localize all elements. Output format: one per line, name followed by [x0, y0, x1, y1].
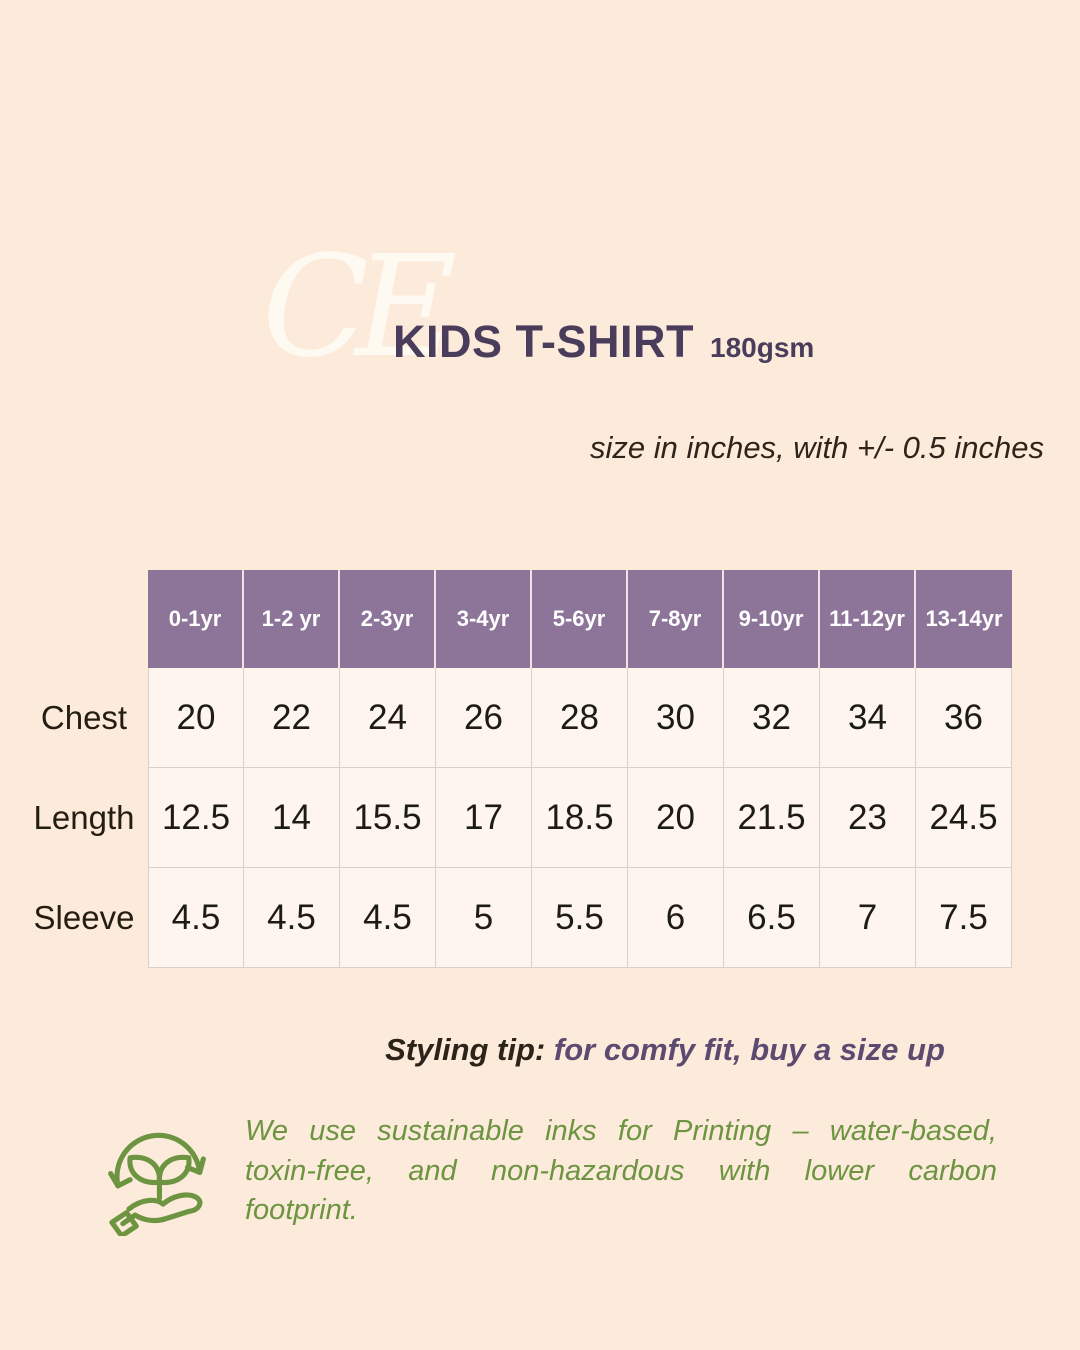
- sleeve-value: 7: [820, 868, 916, 968]
- product-title: KIDS T-SHIRT: [393, 316, 695, 367]
- age-column-header: 1-2 yr: [244, 570, 340, 668]
- age-column-header: 13-14yr: [916, 570, 1012, 668]
- length-value: 23: [820, 768, 916, 868]
- age-column-header: 2-3yr: [340, 570, 436, 668]
- size-unit-note: size in inches, with +/- 0.5 inches: [589, 430, 1044, 465]
- length-value: 20: [628, 768, 724, 868]
- age-column-header: 9-10yr: [724, 570, 820, 668]
- length-value: 21.5: [724, 768, 820, 868]
- chest-value: 30: [628, 668, 724, 768]
- fabric-weight: 180gsm: [710, 332, 815, 363]
- chest-value: 28: [532, 668, 628, 768]
- length-value: 17: [436, 768, 532, 868]
- chest-value: 24: [340, 668, 436, 768]
- sleeve-value: 5: [436, 868, 532, 968]
- length-value: 15.5: [340, 768, 436, 868]
- chest-value: 20: [148, 668, 244, 768]
- sleeve-value: 5.5: [532, 868, 628, 968]
- age-column-header: 3-4yr: [436, 570, 532, 668]
- sleeve-value: 6: [628, 868, 724, 968]
- age-column-header: 11-12yr: [820, 570, 916, 668]
- page-title: KIDS T-SHIRT 180gsm: [393, 316, 814, 368]
- hand-holding-seedling-icon: [96, 1110, 218, 1241]
- sustainability-note-line: We use sustainable inks for Printing – w…: [245, 1115, 997, 1147]
- length-value: 14: [244, 768, 340, 868]
- age-column-header: 0-1yr: [148, 570, 244, 668]
- chest-value: 34: [820, 668, 916, 768]
- length-value: 18.5: [532, 768, 628, 868]
- row-label-chest: Chest: [40, 699, 128, 736]
- age-column-header: 5-6yr: [532, 570, 628, 668]
- sustainability-note: We use sustainable inks for Printing – w…: [245, 1112, 997, 1231]
- table-corner-spacer: [20, 570, 148, 668]
- sleeve-value: 4.5: [340, 868, 436, 968]
- size-chart-table: 0-1yr 1-2 yr 2-3yr 3-4yr 5-6yr 7-8yr 9-1…: [20, 570, 1012, 968]
- chest-value: 36: [916, 668, 1012, 768]
- row-label-length: Length: [33, 799, 135, 836]
- chest-value: 22: [244, 668, 340, 768]
- length-value: 12.5: [148, 768, 244, 868]
- sustainability-note-line: footprint.: [245, 1194, 358, 1226]
- sleeve-value: 7.5: [916, 868, 1012, 968]
- sleeve-value: 4.5: [244, 868, 340, 968]
- brand-monogram-logo: CE: [262, 226, 457, 389]
- row-label-sleeve: Sleeve: [33, 899, 135, 936]
- styling-tip: Styling tip: for comfy fit, buy a size u…: [250, 1032, 1080, 1068]
- age-column-header: 7-8yr: [628, 570, 724, 668]
- styling-tip-label: Styling tip:: [385, 1032, 546, 1067]
- chest-value: 32: [724, 668, 820, 768]
- sleeve-value: 4.5: [148, 868, 244, 968]
- chest-value: 26: [436, 668, 532, 768]
- length-value: 24.5: [916, 768, 1012, 868]
- sustainability-note-line: toxin-free, and non-hazardous with lower…: [245, 1154, 997, 1187]
- styling-tip-text: for comfy fit, buy a size up: [545, 1032, 945, 1067]
- sleeve-value: 6.5: [724, 868, 820, 968]
